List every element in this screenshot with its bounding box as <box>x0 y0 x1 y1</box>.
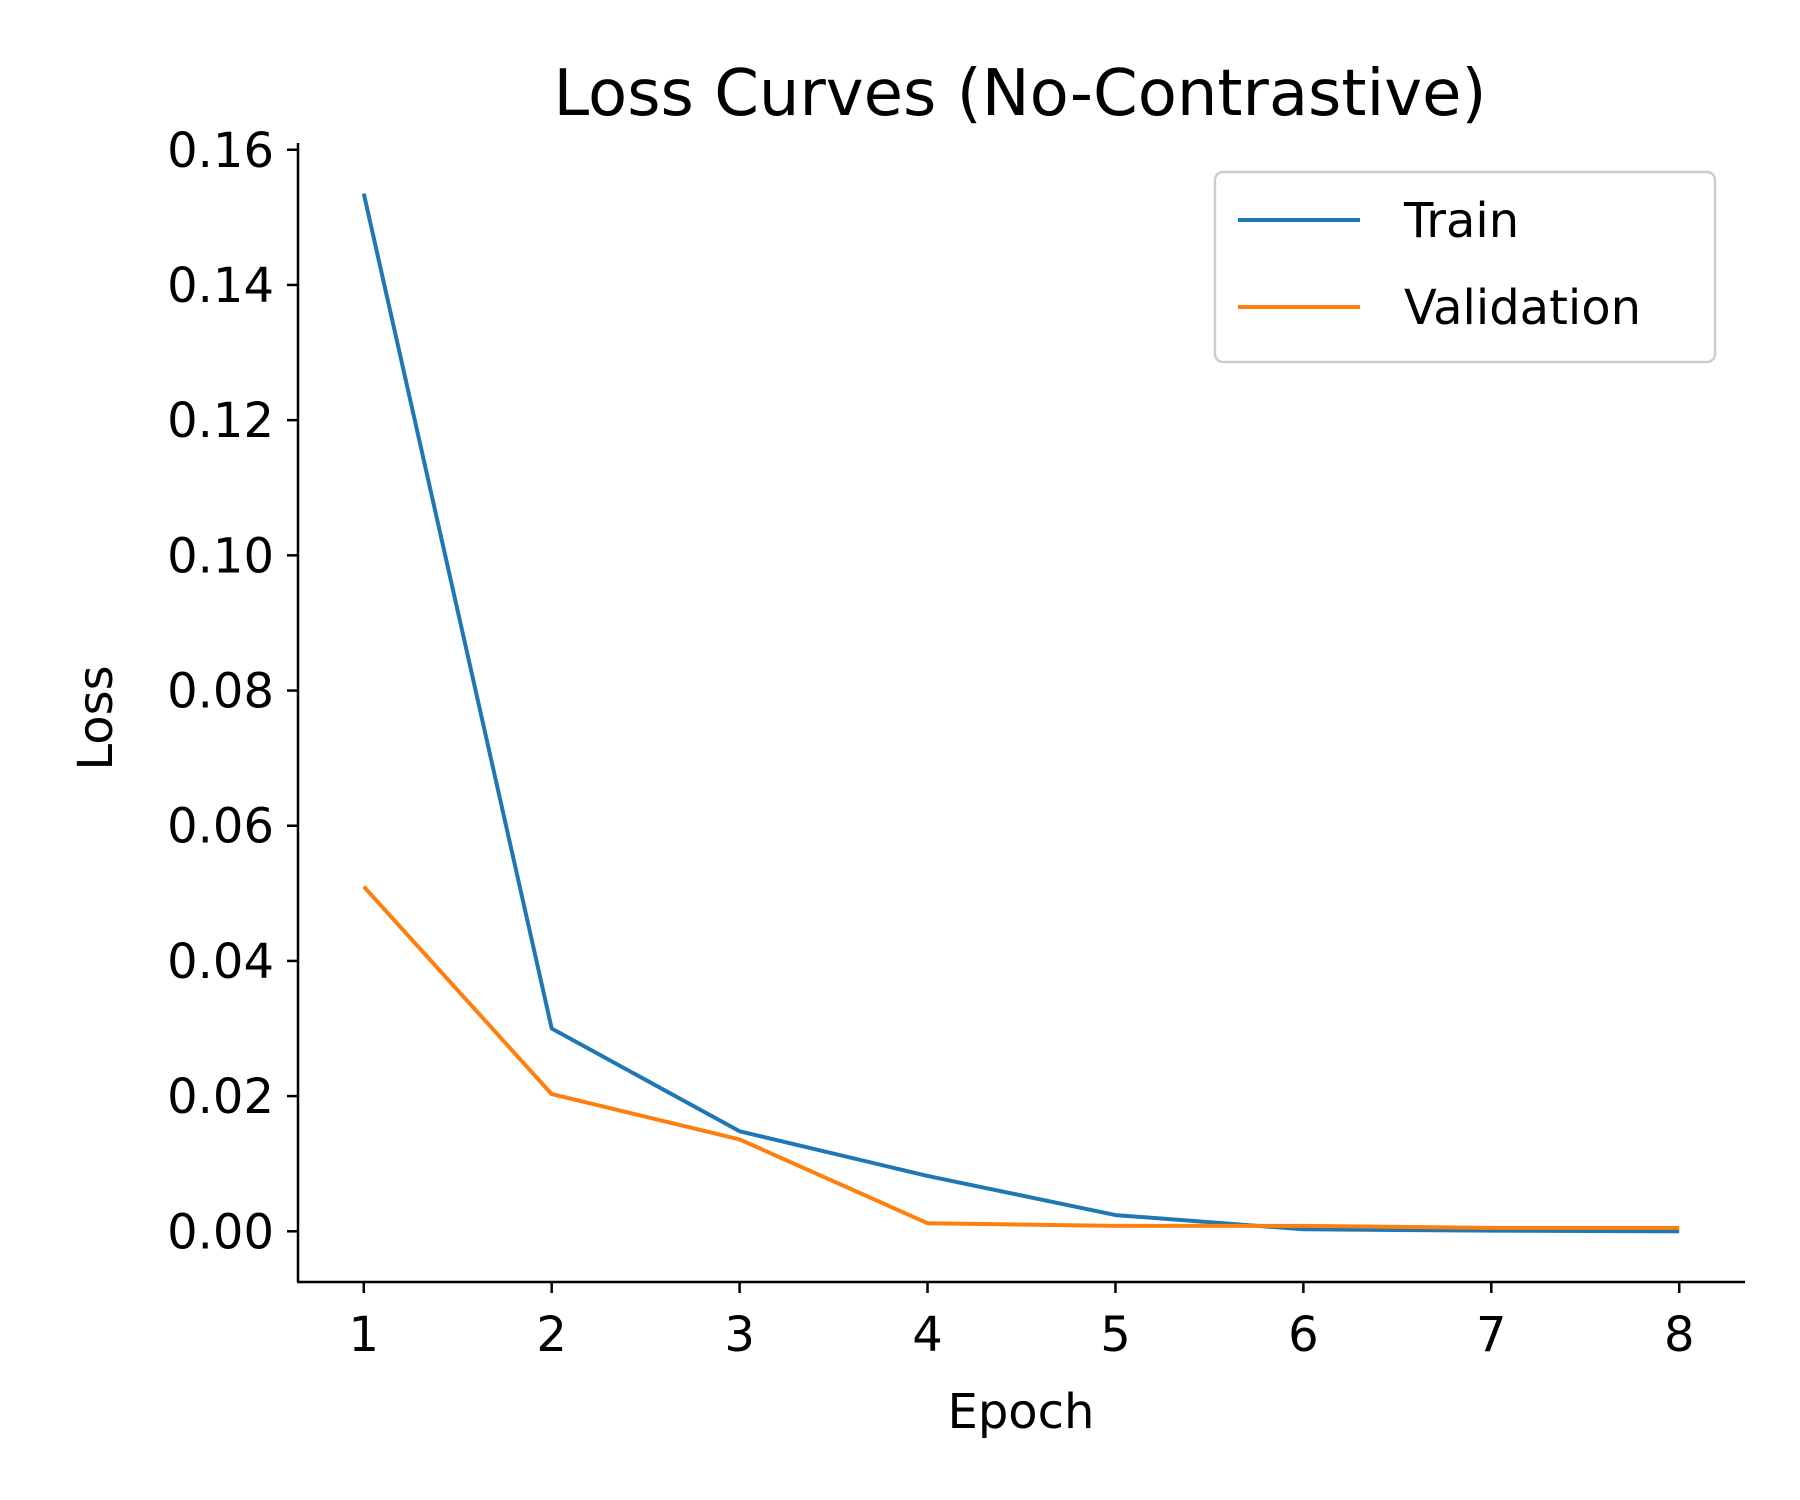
series-line-validation <box>362 885 1680 1230</box>
y-tick-label: 0.04 <box>167 934 274 990</box>
x-tick-label: 7 <box>1476 1307 1507 1363</box>
series-line-train <box>361 193 1680 1234</box>
x-tick-label: 5 <box>1100 1307 1131 1363</box>
x-axis-label: Epoch <box>948 1384 1095 1440</box>
y-axis-label: Loss <box>68 665 124 770</box>
x-ticks: 1 2 3 4 5 6 7 8 <box>348 1282 1695 1363</box>
y-tick-label: 0.10 <box>167 528 274 584</box>
x-tick-label: 6 <box>1288 1307 1319 1363</box>
x-tick-label: 3 <box>724 1307 755 1363</box>
y-tick-label: 0.06 <box>167 799 274 855</box>
x-tick-label: 8 <box>1664 1307 1695 1363</box>
legend: Train Validation <box>1213 170 1717 364</box>
y-tick-label: 0.00 <box>167 1204 274 1260</box>
x-tick-label: 2 <box>536 1307 567 1363</box>
y-tick-label: 0.02 <box>167 1069 274 1125</box>
y-ticks: 0.00 0.02 0.04 0.06 0.08 0.10 0.12 0.14 0.16 <box>167 123 298 1260</box>
x-tick-label: 4 <box>912 1307 943 1363</box>
y-tick-label: 0.14 <box>167 258 274 314</box>
legend-label-validation: Validation <box>1404 280 1641 336</box>
x-tick-label: 1 <box>348 1307 379 1363</box>
chart-title: Loss Curves (No-Contrastive) <box>554 57 1487 131</box>
plot-area <box>361 193 1680 1234</box>
y-tick-label: 0.16 <box>167 123 274 179</box>
y-tick-label: 0.08 <box>167 664 274 720</box>
legend-label-train: Train <box>1403 193 1519 249</box>
y-tick-label: 0.12 <box>167 393 274 449</box>
